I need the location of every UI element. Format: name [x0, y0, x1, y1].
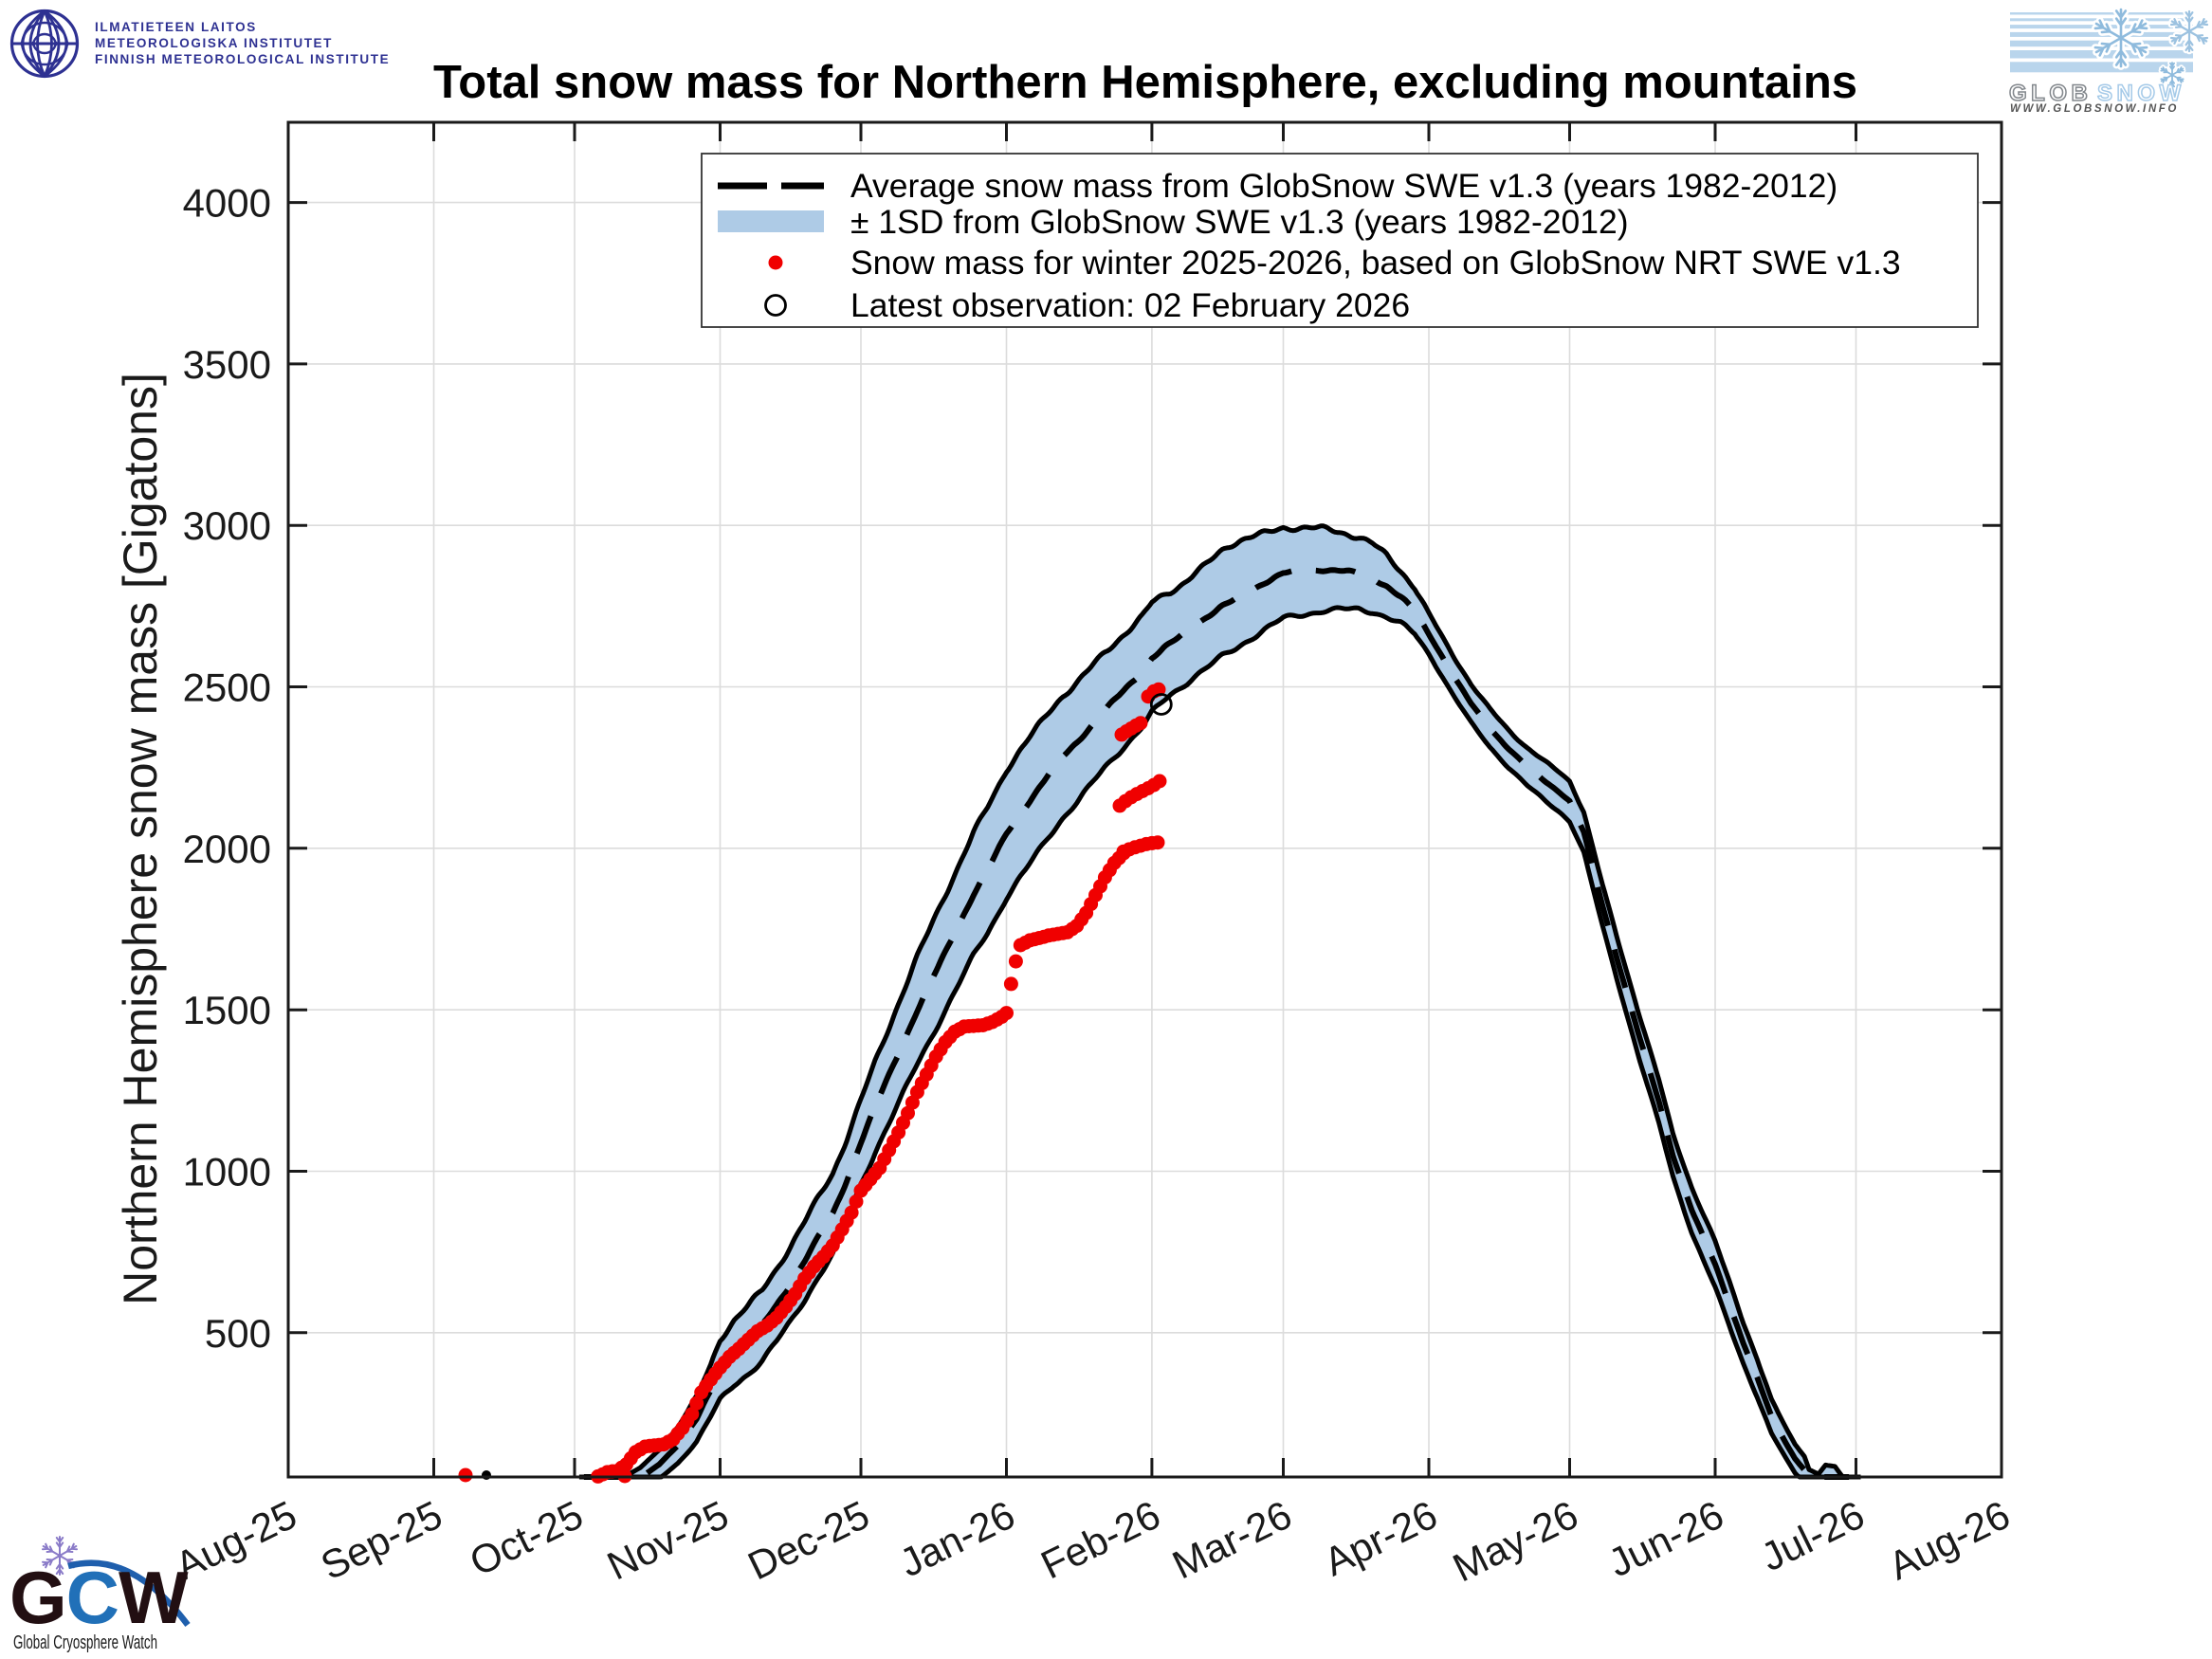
svg-text:± 1SD from GlobSnow SWE v1.3 (: ± 1SD from GlobSnow SWE v1.3 (years 1982… [850, 203, 1629, 241]
svg-text:500: 500 [205, 1311, 271, 1356]
svg-text:ILMATIETEEN LAITOS: ILMATIETEEN LAITOS [95, 20, 257, 34]
svg-text:Snow mass for winter 2025-2026: Snow mass for winter 2025-2026, based on… [850, 244, 1901, 282]
svg-text:4000: 4000 [183, 181, 271, 226]
svg-text:WWW.GLOBSNOW.INFO: WWW.GLOBSNOW.INFO [2010, 103, 2179, 115]
svg-text:FINNISH METEOROLOGICAL INSTITU: FINNISH METEOROLOGICAL INSTITUTE [95, 52, 390, 66]
svg-text:Northern Hemisphere snow mass: Northern Hemisphere snow mass [Gigatons] [114, 373, 167, 1305]
svg-text:SNOW: SNOW [2097, 81, 2185, 106]
svg-text:3000: 3000 [183, 503, 271, 548]
svg-text:Average snow mass from GlobSno: Average snow mass from GlobSnow SWE v1.3… [850, 167, 1837, 205]
svg-text:1500: 1500 [183, 988, 271, 1032]
svg-text:METEOROLOGISKA INSTITUTET: METEOROLOGISKA INSTITUTET [95, 36, 333, 50]
svg-text:2000: 2000 [183, 827, 271, 871]
svg-text:Global Cryosphere Watch: Global Cryosphere Watch [13, 1632, 157, 1653]
svg-text:3500: 3500 [183, 342, 271, 387]
svg-text:GCW: GCW [9, 1556, 189, 1639]
svg-text:Latest observation: 02 Februar: Latest observation: 02 February 2026 [850, 286, 1410, 324]
svg-text:Total snow mass for Northern H: Total snow mass for Northern Hemisphere,… [433, 57, 1857, 108]
svg-text:2500: 2500 [183, 665, 271, 710]
svg-text:1000: 1000 [183, 1150, 271, 1194]
svg-text:GLOB: GLOB [2009, 81, 2092, 106]
